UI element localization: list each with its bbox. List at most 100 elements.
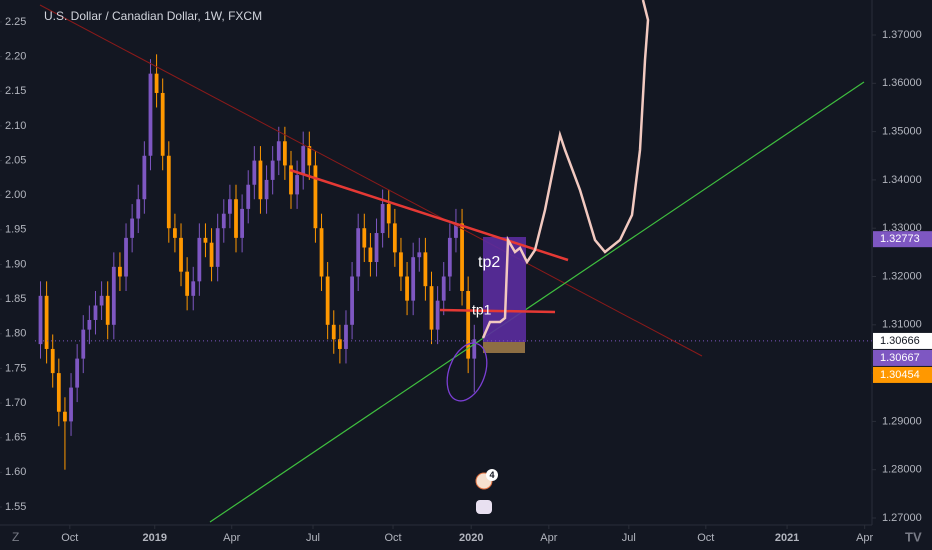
candle-body [81, 329, 86, 359]
logo: TV [905, 529, 922, 544]
candle-body [289, 165, 293, 195]
tp1-line [439, 308, 556, 314]
candle-body [166, 155, 171, 229]
y2-tick-label: 2.10 [5, 120, 26, 132]
x-tick-label: Oct [61, 532, 78, 544]
y-tick-label: 1.36000 [882, 77, 922, 89]
candle-body [472, 339, 477, 359]
candle-body [417, 252, 422, 258]
candle-body [368, 247, 373, 263]
y-tick-label: 1.28000 [882, 464, 922, 476]
stop-box [483, 342, 525, 353]
price-label-box [873, 349, 932, 366]
x-tick-label: Jul [622, 532, 636, 544]
y2-tick-label: 2.25 [5, 16, 26, 28]
candle-body [246, 184, 251, 209]
y-tick-label: 1.31000 [882, 319, 922, 331]
candle-body [124, 237, 128, 277]
candle-body [191, 281, 196, 296]
candle-body [173, 228, 177, 238]
trend-line [209, 81, 865, 523]
y-tick-label: 1.27000 [882, 512, 922, 524]
candle-body [209, 242, 214, 267]
candle-body [362, 228, 367, 248]
candle-body [350, 276, 354, 325]
x-tick-label: Apr [223, 532, 240, 544]
candle-body [69, 387, 73, 422]
y-tick-label: 1.29000 [882, 415, 922, 427]
y2-tick-label: 1.95 [5, 224, 26, 236]
candle-body [118, 266, 122, 277]
y2-tick-label: 1.60 [5, 466, 26, 478]
candle-body [380, 204, 385, 234]
candle-body [203, 237, 208, 243]
candle-body [301, 146, 306, 176]
candle-body [313, 165, 318, 229]
candle-body [75, 358, 80, 388]
candle-body [252, 160, 257, 185]
candle-body [258, 160, 263, 200]
annotation: tp1 [472, 302, 492, 318]
candle-body [105, 295, 110, 325]
candle-body [87, 319, 92, 330]
candle-body [50, 348, 55, 374]
y2-tick-label: 1.70 [5, 397, 26, 409]
candle-body [460, 223, 464, 291]
candle-body [130, 218, 135, 238]
candle-body [337, 339, 342, 349]
candle-body [282, 141, 287, 166]
y2-tick-label: 2.20 [5, 51, 26, 63]
candle-body [179, 237, 183, 272]
y-tick-label: 1.34000 [882, 174, 922, 186]
candle-body [307, 146, 312, 166]
x-tick-label: Oct [384, 532, 401, 544]
candle-body [331, 324, 336, 340]
price-label: 1.32773 [880, 233, 920, 245]
candle-body [160, 92, 165, 156]
candle-body [319, 228, 324, 277]
candle-body [386, 204, 391, 224]
candle-body [63, 411, 67, 422]
candle-body [295, 175, 299, 195]
annotation: tp2 [478, 254, 500, 271]
candle-body [154, 73, 159, 93]
candle-body [148, 73, 153, 156]
candle-body [111, 266, 116, 325]
candle-body [423, 252, 428, 287]
trend-line [39, 4, 703, 357]
candle-body [435, 300, 440, 330]
candle-body [374, 233, 379, 263]
drawings [39, 0, 865, 523]
candles [38, 54, 477, 470]
candle-body [136, 199, 141, 219]
badge [486, 469, 498, 481]
y-tick-label: 1.33000 [882, 222, 922, 234]
y2-tick-label: 2.00 [5, 189, 26, 201]
candle-body [270, 160, 275, 180]
candle-body [234, 199, 238, 238]
candle-body [344, 324, 348, 349]
candle-body [185, 271, 190, 296]
y2-tick-label: 1.85 [5, 293, 26, 305]
y2-tick-label: 2.05 [5, 154, 26, 166]
candle-body [99, 295, 104, 306]
candle-body [93, 305, 98, 320]
badge-count: 4 [489, 470, 494, 480]
y-tick-label: 1.32000 [882, 270, 922, 282]
price-label-box [873, 231, 932, 248]
x-tick-label: 2021 [775, 532, 799, 544]
candle-body [411, 257, 416, 301]
x-tick-label: Apr [540, 532, 557, 544]
candle-body [276, 141, 281, 161]
price-label: 1.30667 [880, 352, 920, 364]
candle-body [38, 295, 43, 345]
x-tick-label: Oct [697, 532, 714, 544]
candle-body [44, 295, 49, 349]
x-tick-label: Apr [856, 532, 873, 544]
logo: Z [12, 530, 19, 544]
flag-icon[interactable] [476, 500, 492, 514]
highlight-ellipse [446, 342, 488, 402]
price-label-box [873, 366, 932, 383]
